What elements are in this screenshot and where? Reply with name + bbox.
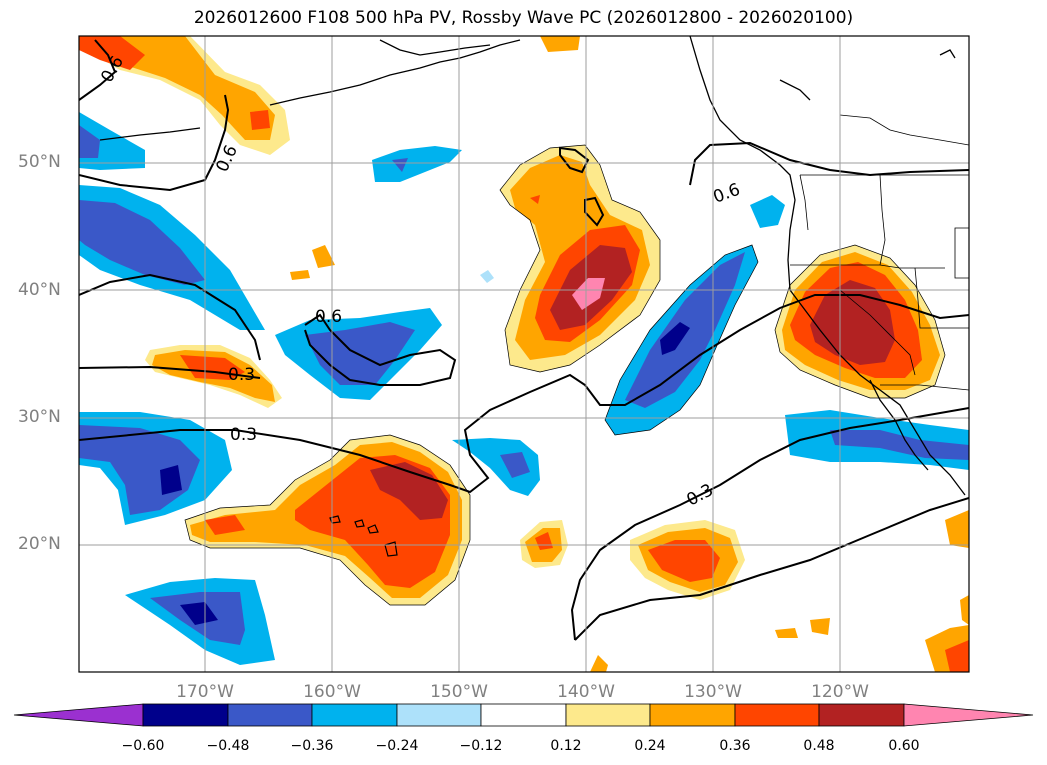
lat-label: 30°N [18,407,61,427]
positive-anomaly-california [775,245,945,398]
contour-label: 0.3 [683,480,716,510]
lat-label: 40°N [18,280,61,300]
map-frame [78,35,970,673]
map-title: 2026012600 F108 500 hPa PV, Rossby Wave … [193,8,854,28]
colorbar-segment [480,703,567,727]
coastlines [99,36,966,496]
graticule [79,36,969,672]
political-borders [790,114,969,391]
colorbar [13,703,1034,727]
colorbar-segment [818,703,905,727]
lon-label: 120°W [811,682,869,702]
colorbar-segment [311,703,398,727]
positive-anomaly-se-3 [960,595,969,625]
positive-anomaly-ridge-central [500,145,660,372]
lon-label: 130°W [684,682,742,702]
colorbar-tick: −0.60 [121,738,165,754]
colorbar-extend-low [13,703,144,727]
colorbar-segment [734,703,820,727]
colorbar-segment [142,703,229,727]
anomaly-outlines [184,144,946,606]
negative-anomaly-trough [605,245,758,435]
colorbar-tick: 0.12 [550,738,582,754]
colorbar-segment [565,703,651,727]
lon-label: 140°W [557,682,615,702]
negative-anomaly-north-pacific [372,146,462,182]
colorbar-segment [227,703,313,727]
negative-anomaly-small-ne [750,195,785,228]
colorbar-tick: 0.60 [888,738,920,754]
positive-anomaly-se-2 [925,625,969,672]
colorbar-segment [396,703,482,727]
contour-label: 0.6 [315,307,342,327]
contour-label: 0.6 [711,180,743,208]
positive-anomaly-small-1 [312,245,335,268]
negative-anomaly-nw [79,112,145,170]
colorbar-tick: 0.24 [634,738,666,754]
colorbar-tick: −0.24 [375,738,419,754]
positive-anomaly-nw [79,36,290,155]
hawaii-islands [329,515,398,557]
lon-label: 150°W [430,682,488,702]
positive-anomaly-small-3 [775,628,798,638]
negative-anomaly-south [125,578,275,665]
positive-anomaly-small-north [540,36,580,52]
lat-label: 20°N [18,534,61,554]
colorbar-tick: −0.48 [206,738,250,754]
positive-anomaly-small-5 [590,655,608,672]
contour-label: 0.3 [230,425,257,445]
lon-label: 160°W [303,682,361,702]
negative-anomaly-east [785,410,969,470]
negative-anomaly-mid-south [452,438,540,496]
pv-contours [79,39,969,641]
lat-label: 50°N [18,152,61,172]
colorbar-tick: 0.48 [803,738,835,754]
positive-anomaly-hawaii [185,435,470,605]
contour-label: 0.3 [228,365,255,385]
positive-anomaly-south-central [630,520,745,600]
negative-anomaly-west [79,185,265,330]
lon-label: 170°W [176,682,234,702]
positive-anomaly-west [145,345,282,408]
negative-anomaly-small [480,270,494,283]
positive-anomaly-se-1 [945,510,969,548]
positive-anomaly-small-south [520,520,568,568]
colorbar-tick: −0.36 [290,738,334,754]
positive-anomaly-small-2 [290,270,310,280]
contour-label: 0.6 [212,142,242,175]
negative-anomaly-sw [79,412,232,525]
colorbar-tick: −0.12 [459,738,503,754]
colorbar-tick: 0.36 [719,738,751,754]
colorbar-segment [649,703,736,727]
colorbar-extend-high [903,703,1034,727]
positive-anomaly-small-4 [810,618,830,635]
